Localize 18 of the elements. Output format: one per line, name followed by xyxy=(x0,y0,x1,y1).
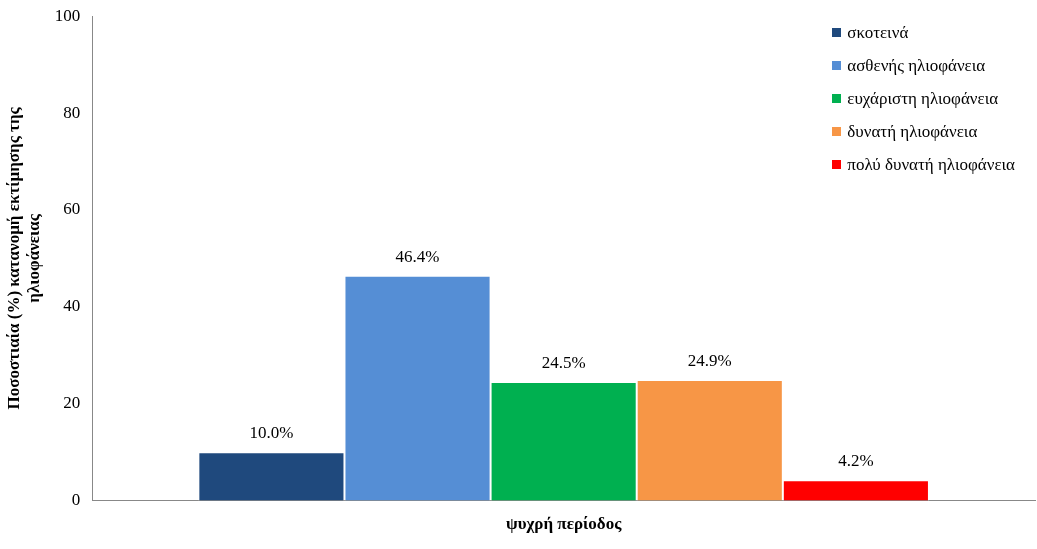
x-tick-label: ψυχρή περίοδος xyxy=(505,514,623,534)
y-tick-label: 80 xyxy=(63,102,81,122)
legend-label: δυνατή ηλιοφάνεια xyxy=(847,121,978,142)
data-label: 24.5% xyxy=(541,352,586,372)
legend-label: σκοτεινά xyxy=(847,22,909,43)
legend-label: πολύ δυνατή ηλιοφάνεια xyxy=(847,154,1015,175)
y-tick-label: 20 xyxy=(63,393,81,413)
y-tick-label: 0 xyxy=(71,490,81,510)
y-tick-label: 100 xyxy=(54,5,81,25)
y-tick-label: 40 xyxy=(63,296,81,316)
legend-label: ασθενής ηλιοφάνεια xyxy=(847,55,986,76)
data-label: 46.4% xyxy=(395,246,440,266)
data-label: 24.9% xyxy=(687,350,732,370)
data-label: 4.2% xyxy=(838,451,874,471)
legend-label: ευχάριστη ηλιοφάνεια xyxy=(847,88,999,109)
data-label: 10.0% xyxy=(249,423,294,443)
y-tick-label: 60 xyxy=(63,199,81,219)
y-axis-title: Ποσοστιαία (%) κατανομή εκτίμησης της ηλιοφάνειας xyxy=(3,106,43,410)
